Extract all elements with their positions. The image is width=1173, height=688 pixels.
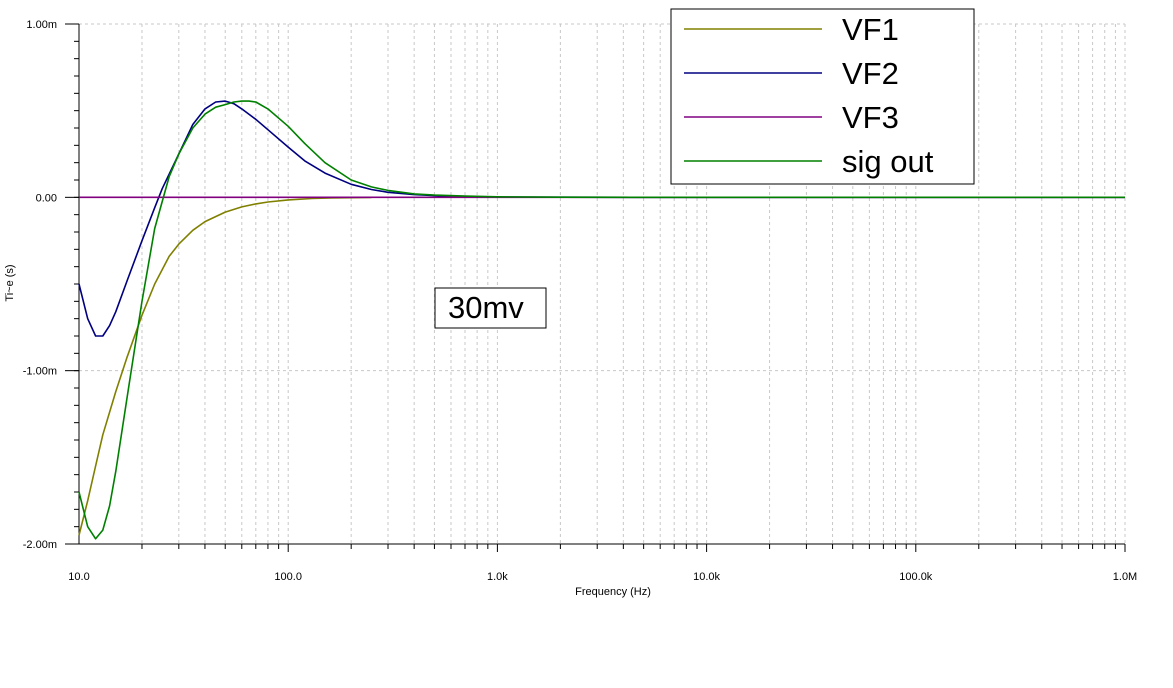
x-tick-label: 1.0M	[1113, 571, 1137, 583]
legend: VF1 VF2 VF3 sig out	[670, 8, 975, 185]
x-tick-label: 100.0	[274, 571, 302, 583]
legend-label: VF1	[842, 12, 899, 47]
x-tick-label: 10.0	[68, 571, 89, 583]
annotation-box: 30mv	[434, 287, 547, 329]
x-axis-title: Frequency (Hz)	[575, 586, 651, 598]
x-tick-label: 100.0k	[899, 571, 933, 583]
series-lines	[78, 100, 1125, 540]
annotation-label: 30mv	[448, 290, 524, 325]
y-axis-title: Ti~e (s)	[4, 264, 16, 301]
annotation-frame	[434, 287, 547, 329]
y-tick-label: 0.00	[36, 192, 57, 204]
x-tick-label: 1.0k	[487, 571, 508, 583]
series-line-sig-out	[78, 100, 1125, 540]
y-tick-label: 1.00m	[26, 19, 57, 31]
legend-label: sig out	[842, 144, 934, 179]
legend-box	[670, 8, 975, 185]
legend-label: VF3	[842, 100, 899, 135]
tick-labels: 10.0 100.0 1.0k 10.0k 100.0k 1.0M 1.00m 0.00 -1.…	[23, 19, 1137, 583]
y-tick-label: -2.00m	[23, 539, 57, 551]
series-line-vf1	[78, 196, 372, 536]
y-tick-label: -1.00m	[23, 366, 57, 378]
x-tick-label: 10.0k	[693, 571, 720, 583]
legend-label: VF2	[842, 56, 899, 91]
tick-marks	[65, 23, 1126, 552]
